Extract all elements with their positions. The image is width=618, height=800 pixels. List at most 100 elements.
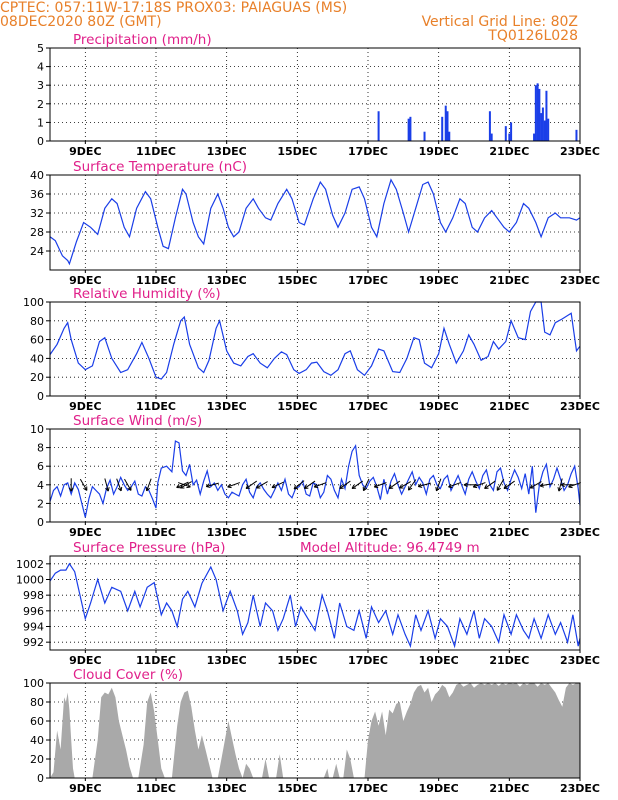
wind-vector bbox=[388, 480, 401, 490]
temperature-ytick-label: 36 bbox=[30, 188, 44, 201]
precipitation-bar bbox=[504, 126, 507, 141]
precipitation-xtick-label: 9DEC bbox=[69, 145, 101, 158]
wind-vector bbox=[503, 480, 515, 490]
precipitation-bar bbox=[448, 131, 451, 141]
temperature-xtick-label: 23DEC bbox=[560, 274, 600, 287]
cloud-cover-ytick-label: 80 bbox=[30, 696, 44, 709]
cloud-cover-ytick-label: 40 bbox=[30, 734, 44, 747]
wind-panel: 0 2 4 6 8 10 9DEC 11DEC 13DEC 15DEC 17DEC 19DEC 21DE… bbox=[30, 413, 600, 539]
precipitation-xtick-label: 23DEC bbox=[560, 145, 600, 158]
wind-vector bbox=[496, 478, 505, 491]
header-model-code: TQ0126L028 bbox=[487, 28, 578, 44]
header-grid-line: Vertical Grid Line: 80Z bbox=[422, 14, 578, 30]
precipitation-bar bbox=[536, 83, 539, 141]
humidity-panel: 0 20 40 60 80 100 9DEC 11DEC 13DEC 15DEC 17DEC 19DE… bbox=[23, 286, 600, 413]
cloud-cover-xtick-label: 11DEC bbox=[136, 782, 176, 795]
temperature-series-line bbox=[49, 178, 581, 266]
temperature-panel: 24 28 32 36 40 9DEC 11DEC 13DEC 15DEC 17DEC 19DEC 2… bbox=[30, 159, 600, 287]
precipitation-bar bbox=[575, 129, 578, 141]
wind-vector bbox=[245, 480, 258, 490]
wind-title: Surface Wind (m/s) bbox=[73, 413, 202, 429]
wind-ytick-label: 8 bbox=[37, 442, 44, 455]
precipitation-ytick-label: 1 bbox=[37, 116, 44, 129]
precipitation-frame bbox=[49, 47, 581, 142]
precipitation-ytick-label: 2 bbox=[37, 98, 44, 111]
humidity-xtick-label: 11DEC bbox=[136, 400, 176, 413]
precipitation-bar bbox=[407, 118, 410, 141]
wind-xtick-label: 15DEC bbox=[277, 526, 317, 539]
humidity-series-line bbox=[49, 301, 581, 380]
pressure-xtick-label: 11DEC bbox=[136, 654, 176, 667]
wind-vector bbox=[303, 480, 316, 490]
wind-vector bbox=[472, 482, 486, 489]
wind-vector bbox=[399, 481, 411, 489]
pressure-ytick-label: 994 bbox=[23, 621, 44, 634]
wind-xtick-label: 13DEC bbox=[207, 526, 247, 539]
humidity-ytick-label: 20 bbox=[30, 371, 44, 384]
wind-xtick-label: 17DEC bbox=[348, 526, 388, 539]
temperature-ytick-label: 28 bbox=[30, 226, 44, 239]
cloud-cover-area bbox=[50, 683, 580, 778]
precipitation-bar bbox=[444, 105, 447, 141]
humidity-ytick-label: 80 bbox=[30, 315, 44, 328]
cloud-cover-xtick-label: 21DEC bbox=[489, 782, 529, 795]
cloud-cover-ytick-label: 20 bbox=[30, 753, 44, 766]
wind-vector bbox=[373, 482, 387, 489]
cloud-cover-xtick-label: 17DEC bbox=[348, 782, 388, 795]
temperature-xtick-label: 13DEC bbox=[207, 274, 247, 287]
precipitation-panel: 0 1 2 3 4 5 9DEC 11DEC 13DEC 15DEC 17DEC 19DEC 21DEC… bbox=[37, 32, 600, 158]
wind-vector bbox=[435, 478, 442, 492]
pressure-xtick-label: 23DEC bbox=[560, 654, 600, 667]
wind-vector bbox=[145, 478, 152, 492]
wind-ytick-label: 0 bbox=[37, 516, 44, 529]
wind-vector bbox=[539, 483, 553, 488]
precipitation-bar bbox=[534, 85, 537, 141]
humidity-xtick-label: 17DEC bbox=[348, 400, 388, 413]
wind-vector bbox=[255, 481, 268, 489]
wind-vector bbox=[293, 480, 305, 490]
wind-xtick-label: 21DEC bbox=[489, 526, 529, 539]
precipitation-bar bbox=[547, 118, 550, 141]
wind-vector bbox=[79, 478, 88, 491]
cloud-cover-panel: 0 20 40 60 80 100 9DEC 11DEC 13DEC 15DEC 17DEC 19DE… bbox=[23, 667, 600, 795]
precipitation-bar bbox=[510, 122, 513, 141]
pressure-annotation: Model Altitude: 96.4749 m bbox=[300, 540, 480, 556]
wind-vector bbox=[529, 481, 542, 489]
cloud-cover-xtick-label: 9DEC bbox=[69, 782, 101, 795]
wind-frame bbox=[49, 428, 581, 523]
precipitation-xtick-label: 11DEC bbox=[136, 145, 176, 158]
wind-ytick-label: 4 bbox=[37, 479, 44, 492]
pressure-title: Surface Pressure (hPa) bbox=[73, 540, 226, 556]
cloud-cover-ytick-label: 60 bbox=[30, 715, 44, 728]
precipitation-bar bbox=[409, 116, 412, 141]
humidity-ytick-label: 60 bbox=[30, 334, 44, 347]
wind-xtick-label: 23DEC bbox=[560, 526, 600, 539]
wind-ytick-label: 10 bbox=[30, 423, 44, 436]
precipitation-xtick-label: 13DEC bbox=[207, 145, 247, 158]
wind-vector bbox=[407, 479, 417, 491]
humidity-frame bbox=[49, 301, 581, 397]
wind-vector bbox=[351, 480, 364, 490]
temperature-xtick-label: 17DEC bbox=[348, 274, 388, 287]
precipitation-bar bbox=[540, 113, 543, 141]
humidity-xtick-label: 23DEC bbox=[560, 400, 600, 413]
wind-vector bbox=[271, 481, 285, 489]
cloud-cover-xtick-label: 15DEC bbox=[277, 782, 317, 795]
temperature-frame bbox=[49, 174, 581, 271]
humidity-xtick-label: 9DEC bbox=[69, 400, 101, 413]
wind-vector bbox=[339, 480, 351, 490]
temperature-title: Surface Temperature (nC) bbox=[73, 159, 247, 175]
humidity-ytick-label: 0 bbox=[37, 390, 44, 403]
header-date: 08DEC2020 80Z (GMT) bbox=[0, 14, 162, 30]
cloud-cover-title: Cloud Cover (%) bbox=[73, 667, 183, 683]
temperature-xtick-label: 9DEC bbox=[69, 274, 101, 287]
precipitation-ytick-label: 3 bbox=[37, 79, 44, 92]
cloud-cover-frame bbox=[49, 682, 581, 779]
pressure-panel: 992 994 996 998 1000 1002 9DEC 11DEC 13DEC 15DEC 1… bbox=[16, 540, 600, 667]
wind-vector bbox=[179, 481, 192, 489]
wind-vector bbox=[362, 478, 370, 492]
temperature-xtick-label: 19DEC bbox=[419, 274, 459, 287]
cloud-cover-ytick-label: 100 bbox=[23, 677, 44, 690]
wind-vector bbox=[313, 482, 327, 489]
